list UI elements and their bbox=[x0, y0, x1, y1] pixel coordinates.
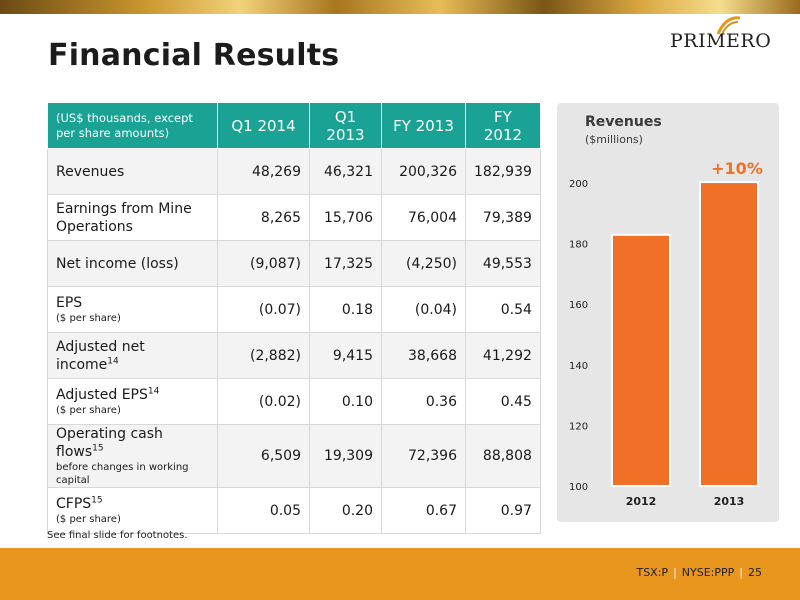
y-tick-label: 100 bbox=[569, 482, 588, 493]
growth-annotation: +10% bbox=[711, 159, 763, 178]
logo-mark-icon bbox=[716, 16, 741, 35]
row-label: Revenues bbox=[56, 163, 125, 180]
page-number: 25 bbox=[748, 566, 762, 579]
y-tick-label: 160 bbox=[569, 300, 588, 311]
table-row: Operating cash flows15 before changes in … bbox=[47, 424, 541, 488]
value-cell: 79,389 bbox=[465, 194, 541, 241]
footer-band bbox=[0, 548, 800, 600]
row-sublabel: ($ per share) bbox=[56, 405, 121, 416]
value-cell: 72,396 bbox=[381, 424, 466, 488]
revenue-bar bbox=[611, 233, 671, 487]
row-label: Adjusted net income bbox=[56, 338, 145, 373]
chart-subtitle: ($millions) bbox=[585, 133, 643, 146]
value-cell: 49,553 bbox=[465, 240, 541, 287]
revenue-bar-chart: 100 120 140 160 180 200 2012 2013 +10% bbox=[569, 159, 763, 508]
row-label-cell: Adjusted net income14 bbox=[47, 332, 218, 379]
value-cell: 200,326 bbox=[381, 148, 466, 195]
value-cell: (4,250) bbox=[381, 240, 466, 287]
value-cell: 0.54 bbox=[465, 286, 541, 333]
value-cell: (9,087) bbox=[217, 240, 310, 287]
table-row: Earnings from Mine Operations 8,265 15,706… bbox=[47, 194, 541, 241]
table-header-description: (US$ thousands, except per share amounts… bbox=[47, 102, 218, 149]
column-header: FY 2013 bbox=[381, 102, 466, 149]
row-label: CFPS bbox=[56, 496, 92, 512]
row-label-cell: CFPS15 ($ per share) bbox=[47, 487, 218, 534]
value-cell: 46,321 bbox=[309, 148, 382, 195]
value-cell: 8,265 bbox=[217, 194, 310, 241]
row-sublabel: before changes in working capital bbox=[56, 462, 189, 486]
y-tick-label: 200 bbox=[569, 179, 588, 190]
row-sublabel: ($ per share) bbox=[56, 313, 121, 324]
footnote-reference: See final slide for footnotes. bbox=[47, 530, 188, 541]
footnote-superscript: 14 bbox=[107, 355, 119, 366]
row-label-cell: Net income (loss) bbox=[47, 240, 218, 287]
row-label: Earnings from Mine Operations bbox=[56, 200, 192, 235]
column-header: Q1 2013 bbox=[309, 102, 382, 149]
row-label: Adjusted EPS bbox=[56, 387, 148, 403]
value-cell: 38,668 bbox=[381, 332, 466, 379]
value-cell: 0.20 bbox=[309, 487, 382, 534]
chart-title: Revenues bbox=[585, 114, 662, 130]
value-cell: 88,808 bbox=[465, 424, 541, 488]
column-header: FY 2012 bbox=[465, 102, 541, 149]
row-label-cell: Revenues bbox=[47, 148, 218, 195]
value-cell: 0.18 bbox=[309, 286, 382, 333]
row-label-cell: Earnings from Mine Operations bbox=[47, 194, 218, 241]
table-row: CFPS15 ($ per share) 0.05 0.20 0.67 0.97 bbox=[47, 487, 541, 534]
value-cell: 48,269 bbox=[217, 148, 310, 195]
table-row: Net income (loss) (9,087) 17,325 (4,250) 49,… bbox=[47, 240, 541, 287]
row-label: Net income (loss) bbox=[56, 255, 179, 272]
table-row: Adjusted net income14 (2,882) 9,415 38,668 4… bbox=[47, 332, 541, 379]
table-row: Adjusted EPS14 ($ per share) (0.02) 0.10 0.3… bbox=[47, 378, 541, 425]
value-cell: 0.36 bbox=[381, 378, 466, 425]
footer-separator: | bbox=[739, 566, 743, 579]
value-cell: (0.02) bbox=[217, 378, 310, 425]
row-label: EPS bbox=[56, 295, 83, 311]
column-header: Q1 2014 bbox=[217, 102, 310, 149]
company-logo: PRIMERO bbox=[662, 14, 782, 60]
value-cell: 0.10 bbox=[309, 378, 382, 425]
x-category-label: 2013 bbox=[714, 495, 745, 508]
footnote-superscript: 15 bbox=[92, 443, 104, 454]
value-cell: (0.07) bbox=[217, 286, 310, 333]
y-tick-label: 140 bbox=[569, 361, 588, 372]
value-cell: 41,292 bbox=[465, 332, 541, 379]
row-label-cell: EPS ($ per share) bbox=[47, 286, 218, 333]
footer-separator: | bbox=[673, 566, 677, 579]
value-cell: 0.05 bbox=[217, 487, 310, 534]
value-cell: 182,939 bbox=[465, 148, 541, 195]
table-header-row: (US$ thousands, except per share amounts… bbox=[47, 102, 541, 149]
x-category-label: 2012 bbox=[626, 495, 657, 508]
value-cell: 9,415 bbox=[309, 332, 382, 379]
top-banner-image bbox=[0, 0, 800, 14]
footnote-superscript: 15 bbox=[91, 495, 103, 506]
y-tick-label: 120 bbox=[569, 421, 588, 432]
footnote-superscript: 14 bbox=[147, 386, 160, 397]
revenue-bar bbox=[699, 181, 759, 487]
y-tick-label: 180 bbox=[569, 240, 588, 251]
ticker-tsx: TSX:P bbox=[636, 566, 669, 579]
table-row: Revenues 48,269 46,321 200,326 182,939 bbox=[47, 148, 541, 195]
value-cell: (2,882) bbox=[217, 332, 310, 379]
page-title: Financial Results bbox=[48, 38, 340, 73]
value-cell: 17,325 bbox=[309, 240, 382, 287]
logo-text: PRIMERO bbox=[670, 30, 772, 52]
value-cell: 19,309 bbox=[309, 424, 382, 488]
value-cell: 0.67 bbox=[381, 487, 466, 534]
row-label-cell: Adjusted EPS14 ($ per share) bbox=[47, 378, 218, 425]
row-label: Operating cash flows bbox=[56, 426, 163, 460]
row-label-cell: Operating cash flows15 before changes in … bbox=[47, 424, 218, 488]
value-cell: 0.45 bbox=[465, 378, 541, 425]
table-row: EPS ($ per share) (0.07) 0.18 (0.04) 0.54 bbox=[47, 286, 541, 333]
value-cell: 76,004 bbox=[381, 194, 466, 241]
row-sublabel: ($ per share) bbox=[56, 514, 121, 525]
value-cell: 15,706 bbox=[309, 194, 382, 241]
value-cell: 6,509 bbox=[217, 424, 310, 488]
ticker-nyse: NYSE:PPP bbox=[681, 566, 735, 579]
value-cell: (0.04) bbox=[381, 286, 466, 333]
value-cell: 0.97 bbox=[465, 487, 541, 534]
footer-text: TSX:P | NYSE:PPP | 25 bbox=[636, 566, 762, 579]
financial-results-table: (US$ thousands, except per share amounts… bbox=[47, 102, 541, 534]
